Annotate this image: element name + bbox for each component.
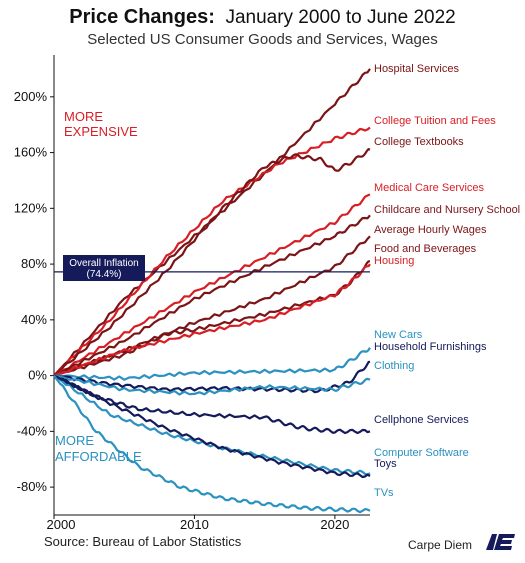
series-label: Housing — [374, 255, 414, 267]
y-tick-label: 40% — [21, 312, 47, 327]
series-line-childcare-and-nursery-school — [53, 214, 371, 377]
series-label: Household Furnishings — [374, 341, 487, 353]
chart-title: Price Changes: January 2000 to June 2022 — [0, 6, 525, 29]
series-label: Medical Care Services — [374, 182, 485, 194]
series-label: Hospital Services — [374, 63, 459, 75]
series-labels: Hospital Services College Tuition and Fee… — [374, 63, 520, 499]
series-label: New Cars — [374, 329, 423, 341]
chart-title-rest: January 2000 to June 2022 — [225, 7, 456, 28]
series-label: TVs — [374, 487, 394, 499]
brand-text: Carpe Diem — [408, 538, 473, 552]
series-line-toys — [53, 374, 371, 479]
series-line-tvs — [53, 374, 371, 514]
series-label: Computer Software — [374, 447, 469, 459]
series-label: Toys — [374, 458, 397, 470]
x-tick-label: 2000 — [47, 517, 76, 532]
series-label: Clothing — [374, 360, 414, 372]
x-tick-label: 2010 — [180, 517, 209, 532]
y-tick-label: -80% — [17, 479, 48, 494]
series-line-clothing — [53, 374, 371, 396]
region-annotation: MORE — [64, 109, 103, 124]
x-tick-label: 2020 — [320, 517, 349, 532]
series-line-housing — [53, 263, 371, 377]
overall-inflation-label: Overall Inflation — [69, 258, 138, 269]
series-label: College Textbooks — [374, 136, 464, 148]
series-line-food-and-beverages — [53, 260, 370, 377]
y-tick-label: 200% — [14, 89, 48, 104]
chart-title-bold: Price Changes: — [69, 6, 215, 28]
y-tick-label: -40% — [17, 423, 48, 438]
series-line-computer-software — [53, 374, 371, 476]
series-line-new-cars — [53, 347, 371, 381]
series-line-college-textbooks — [53, 148, 371, 377]
series-label: Cellphone Services — [374, 414, 469, 426]
overall-inflation-value: (74.4%) — [86, 269, 121, 280]
y-tick-label: 120% — [14, 200, 48, 215]
series-line-medical-care-services — [53, 193, 371, 377]
series-label: Average Hourly Wages — [374, 224, 487, 236]
region-annotation: EXPENSIVE — [64, 124, 138, 139]
region-annotation: MORE — [55, 433, 94, 448]
y-tick-label: 160% — [14, 145, 48, 160]
y-tick-label: 0% — [28, 368, 47, 383]
overall-inflation-box — [63, 255, 145, 281]
series-line-college-tuition-and-fees — [53, 126, 371, 377]
series-line-cellphone-services — [53, 374, 371, 435]
source-note: Source: Bureau of Labor Statistics — [44, 534, 242, 549]
aei-logo-icon — [486, 534, 515, 550]
chart-subtitle: Selected US Consumer Goods and Services,… — [87, 31, 438, 48]
series-label: College Tuition and Fees — [374, 115, 496, 127]
series-label: Food and Beverages — [374, 243, 477, 255]
series-lines — [53, 68, 371, 514]
overall-inflation-reference: Overall Inflation(74.4%) — [54, 255, 370, 281]
chart-axes: 200% 160% 120% 80% 40% 0% -40% -80% 2000 2010 2020 — [14, 55, 370, 532]
region-annotation: AFFORDABLE — [55, 449, 142, 464]
y-tick-label: 80% — [21, 256, 47, 271]
series-label: Childcare and Nursery School — [374, 204, 520, 216]
